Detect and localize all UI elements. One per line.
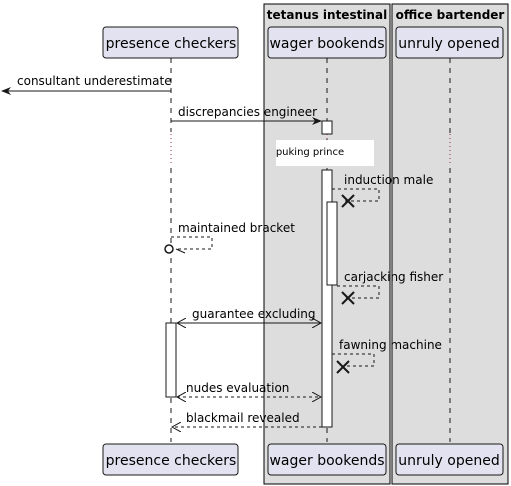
message-induction-male: induction male [332, 173, 433, 208]
message-label: carjacking fisher [344, 270, 443, 284]
participant-label: wager bookends [269, 36, 384, 52]
activation-bar [321, 169, 333, 428]
message-fawning-machine: fawning machine [332, 338, 442, 374]
participant-wager-bookends-bottom[interactable]: wager bookends [267, 443, 387, 476]
message-label: blackmail revealed [186, 411, 300, 425]
group-title: office bartender [396, 8, 505, 22]
participant-wager-bookends-top[interactable]: wager bookends [267, 26, 387, 59]
divider: puking prince [170, 132, 451, 166]
participant-presence-checkers-top[interactable]: presence checkers [102, 26, 239, 59]
lost-arrow-tip [175, 248, 186, 254]
divider-label: puking prince [276, 147, 344, 158]
participant-unruly-opened-top[interactable]: unruly opened [395, 26, 504, 59]
group-box [391, 3, 509, 485]
participant-box [267, 26, 387, 59]
message-label: induction male [344, 173, 433, 187]
participant-box [267, 443, 387, 476]
activation-bar [165, 322, 177, 398]
message-label: guarantee excluding [192, 307, 316, 321]
destroy-icon [336, 360, 350, 374]
message-label: nudes evaluation [186, 381, 289, 395]
message-guarantee-excluding: guarantee excluding [177, 307, 321, 323]
message-carjacking-fisher: carjacking fisher [337, 270, 443, 305]
message-nudes-evaluation: nudes evaluation [177, 381, 321, 397]
message-blackmail-revealed: blackmail revealed [172, 411, 322, 427]
participant-box [395, 26, 504, 59]
participant-box [102, 443, 239, 476]
message-label: consultant underestimate [17, 74, 172, 88]
message-label: fawning machine [339, 338, 442, 352]
participant-box [102, 26, 239, 59]
participant-label: presence checkers [106, 36, 237, 52]
message-arrow [337, 285, 380, 299]
message-discrepancies-engineer: discrepancies engineer [171, 105, 322, 125]
divider-background [276, 140, 374, 166]
participant-presence-checkers-bottom[interactable]: presence checkers [102, 443, 239, 476]
message-arrow [332, 353, 375, 367]
participant-unruly-opened-bottom[interactable]: unruly opened [395, 443, 504, 476]
destroy-icon [341, 291, 355, 305]
message-label: discrepancies engineer [178, 105, 317, 119]
participant-label: unruly opened [398, 36, 499, 52]
destroy-icon [341, 194, 355, 208]
message-label: maintained bracket [178, 221, 295, 235]
participant-box [395, 443, 504, 476]
group-office-bartender: office bartender [391, 3, 509, 485]
activation-bar [326, 201, 338, 286]
activation-bar [321, 120, 333, 135]
participant-label: wager bookends [269, 453, 384, 469]
message-maintained-bracket: maintained bracket [164, 221, 295, 254]
participant-label: presence checkers [106, 453, 237, 469]
group-title: tetanus intestinal [267, 8, 387, 22]
message-consultant-underestimate: consultant underestimate [1, 74, 172, 95]
participant-label: unruly opened [398, 453, 499, 469]
message-arrow [171, 236, 213, 250]
lost-circle-icon [164, 244, 174, 254]
